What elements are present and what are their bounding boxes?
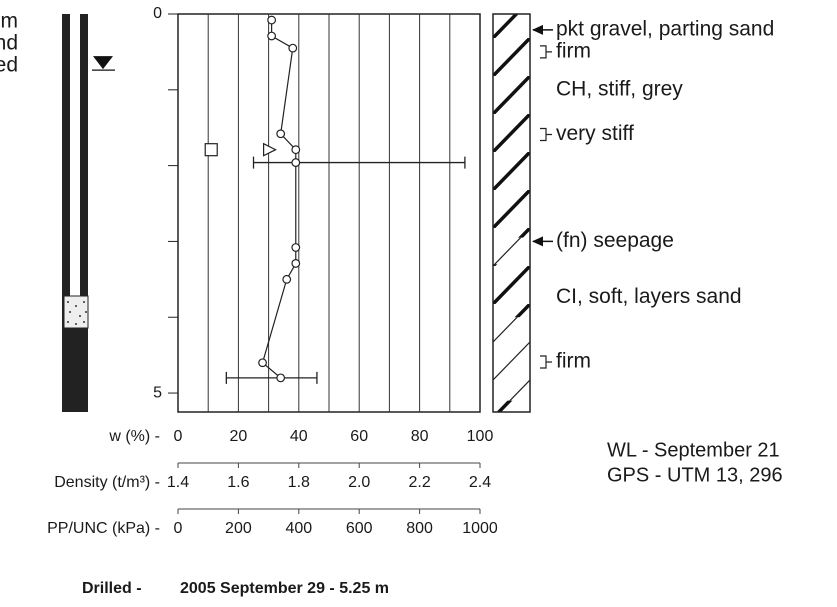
water-content-point	[289, 44, 297, 52]
note-arrowhead	[532, 236, 543, 246]
soil-layer	[493, 264, 530, 317]
soil-note: CH, stiff, grey	[556, 77, 683, 100]
pocket-pen-point	[264, 144, 276, 156]
water-content-line	[263, 20, 296, 378]
x-tick-label: 2.0	[348, 474, 370, 491]
x-tick-label: 1.6	[227, 474, 249, 491]
water-content-point	[283, 276, 291, 284]
x-tick-label: 1.8	[288, 474, 310, 491]
drilled-label: Drilled -	[82, 580, 142, 597]
note-bracket	[540, 46, 552, 58]
soil-layer	[493, 238, 530, 265]
drilled-date: 2005 September 29 - 5.25 m	[180, 580, 389, 597]
water-content-point	[292, 159, 300, 167]
y-tick-label: 0	[153, 5, 162, 22]
soil-layer	[493, 401, 530, 412]
water-content-point	[292, 260, 300, 268]
legend-fragment: m	[1, 10, 19, 33]
note-bracket	[540, 356, 552, 368]
soil-note: very stiff	[556, 122, 634, 145]
x-tick-label: 2.2	[408, 474, 430, 491]
x-tick-label: 400	[285, 520, 312, 537]
water-content-point	[268, 32, 276, 40]
x-tick-label: 800	[406, 520, 433, 537]
x-tick-label: 60	[350, 428, 368, 445]
water-content-point	[268, 16, 276, 24]
x-tick-label: 1000	[462, 520, 498, 537]
water-content-point	[277, 374, 285, 382]
x-axis-title: PP/UNC (kPa) -	[47, 520, 160, 537]
water-level-marker	[93, 56, 113, 69]
soil-note: pkt gravel, parting sand	[556, 17, 774, 40]
soil-note: firm	[556, 39, 591, 62]
x-axis-title: Density (t/m³) -	[54, 474, 160, 491]
water-content-point	[292, 146, 300, 154]
density-point	[205, 144, 217, 156]
borehole-log: Drilled - 2005 September 29 - 5.25 m WL …	[0, 0, 837, 607]
soil-note: firm	[556, 350, 591, 373]
x-tick-label: 0	[174, 520, 183, 537]
legend-fragment: ed	[0, 54, 18, 77]
soil-note: (fn) seepage	[556, 229, 674, 252]
x-tick-label: 1.4	[167, 474, 189, 491]
x-tick-label: 200	[225, 520, 252, 537]
x-tick-label: 2.4	[469, 474, 491, 491]
x-tick-label: 20	[230, 428, 248, 445]
note-bracket	[540, 129, 552, 141]
soil-layer	[493, 14, 530, 238]
x-tick-label: 40	[290, 428, 308, 445]
x-tick-label: 600	[346, 520, 373, 537]
gps-note: GPS - UTM 13, 296	[607, 464, 783, 486]
x-tick-label: 80	[411, 428, 429, 445]
water-content-point	[277, 130, 285, 138]
y-tick-label: 5	[153, 384, 162, 401]
note-arrowhead	[532, 25, 543, 35]
x-axis-title: w (%) -	[108, 428, 160, 445]
soil-layer	[493, 317, 530, 400]
legend-fragment: nd	[0, 32, 18, 55]
water-content-point	[292, 244, 300, 252]
wl-note: WL - September 21	[607, 439, 780, 461]
water-content-point	[259, 359, 267, 367]
soil-note: CI, soft, layers sand	[556, 285, 742, 308]
standpipe-bore	[70, 14, 80, 296]
x-tick-label: 100	[467, 428, 494, 445]
x-tick-label: 0	[174, 428, 183, 445]
